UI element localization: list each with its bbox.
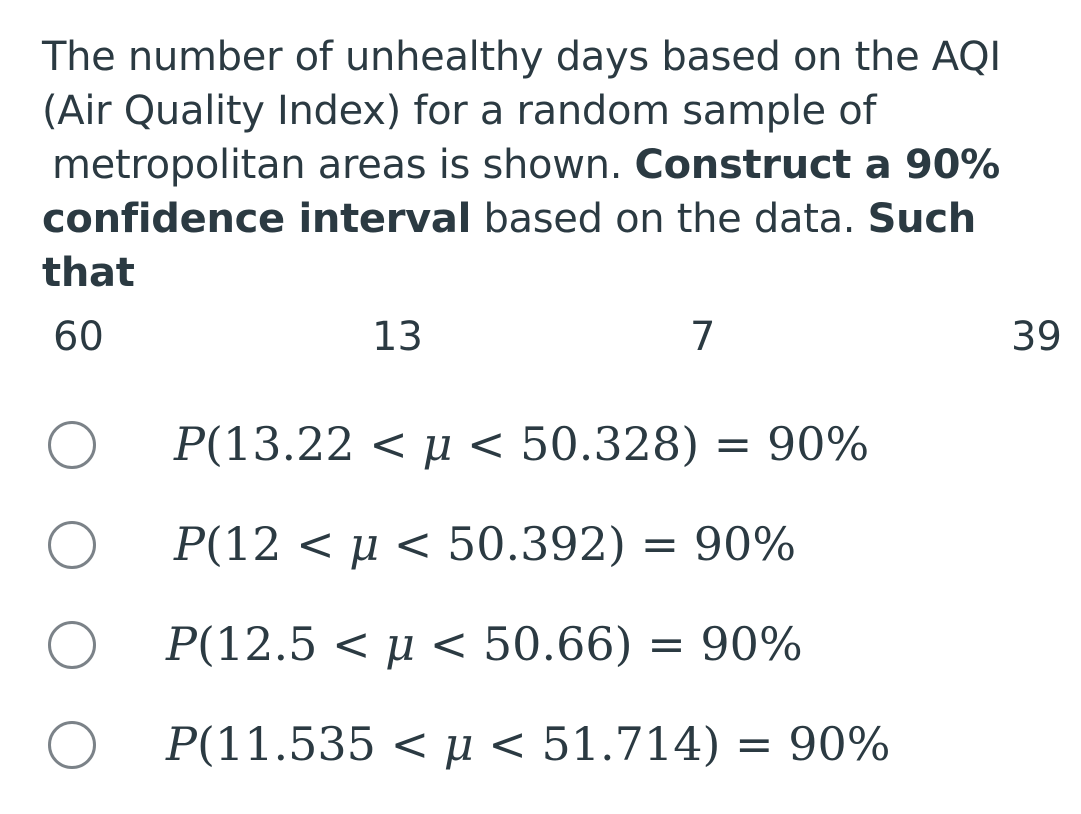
radio-button[interactable] <box>48 421 96 469</box>
question-line-4-bold-2: Such <box>867 196 977 242</box>
answer-option-1[interactable]: P(13.22 < μ < 50.328) = 90% <box>0 400 1081 490</box>
question-line-4-bold: confidence interval <box>42 196 472 242</box>
answer-option-3[interactable]: P(12.5 < μ < 50.66) = 90% <box>0 600 1081 690</box>
radio-button[interactable] <box>48 621 96 669</box>
question-line-4-text: based on the data. <box>471 196 868 242</box>
question-text: The number of unhealthy days based on th… <box>42 30 1062 300</box>
answer-option-4[interactable]: P(11.535 < μ < 51.714) = 90% <box>0 700 1081 790</box>
radio-button[interactable] <box>48 521 96 569</box>
data-value: 60 <box>53 314 104 360</box>
question-line-4: confidence interval based on the data. S… <box>42 192 1062 246</box>
answer-option-2[interactable]: P(12 < μ < 50.392) = 90% <box>0 500 1081 590</box>
question-line-3: metropolitan areas is shown. Construct a… <box>42 138 1062 192</box>
data-value: 7 <box>690 314 716 360</box>
question-line-5: that <box>42 246 1062 300</box>
answer-option-label[interactable]: P(12 < μ < 50.392) = 90% <box>174 517 797 571</box>
question-line-3-text: metropolitan areas is shown. <box>52 142 635 188</box>
question-line-1: The number of unhealthy days based on th… <box>42 34 1001 80</box>
data-values-row: 60 13 7 39 <box>0 310 1081 364</box>
question-line-2: (Air Quality Index) for a random sample … <box>42 88 877 134</box>
question-line-5-bold: that <box>42 250 135 296</box>
answer-option-label[interactable]: P(11.535 < μ < 51.714) = 90% <box>166 717 891 771</box>
data-value: 39 <box>1011 314 1062 360</box>
answer-option-label[interactable]: P(13.22 < μ < 50.328) = 90% <box>174 417 870 471</box>
radio-button[interactable] <box>48 721 96 769</box>
data-value: 13 <box>372 314 423 360</box>
question-line-3-bold: Construct a 90% <box>634 142 1001 188</box>
answer-option-label[interactable]: P(12.5 < μ < 50.66) = 90% <box>166 617 803 671</box>
